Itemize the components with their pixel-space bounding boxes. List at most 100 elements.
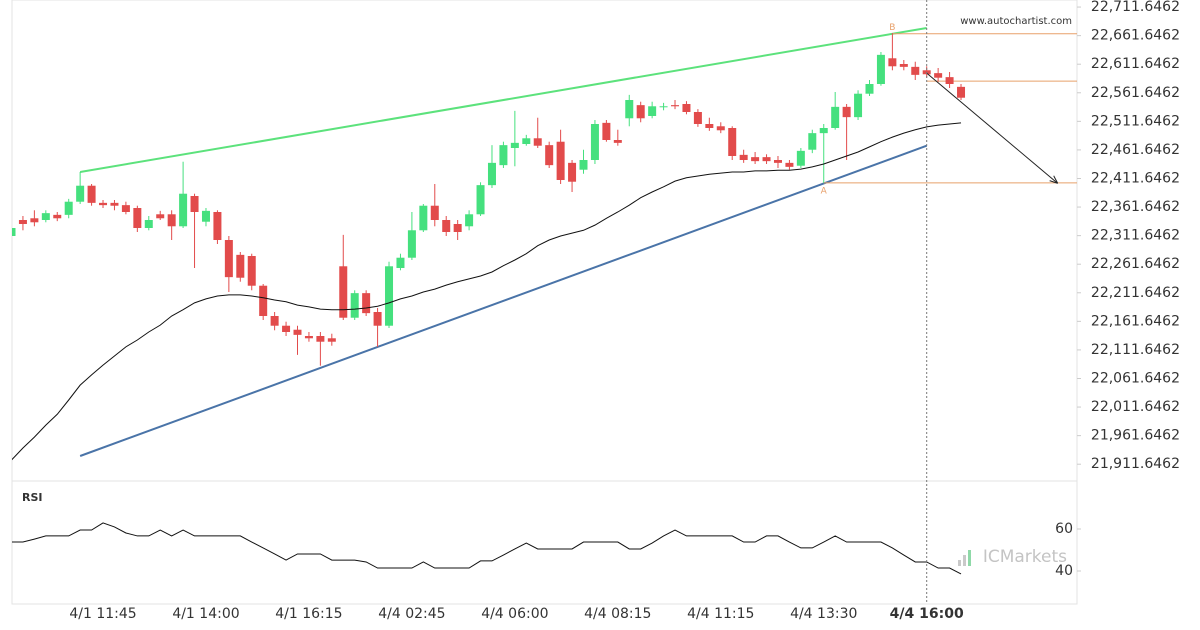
candle-body xyxy=(453,224,462,232)
candle-body xyxy=(510,142,519,148)
y-tick-label: 22,711.6462 xyxy=(1091,0,1180,15)
candle-body xyxy=(693,112,702,124)
candle-body xyxy=(316,336,325,342)
plot-frame xyxy=(11,0,1078,605)
candle-body xyxy=(796,150,805,166)
candle-body xyxy=(842,106,851,118)
y-tick-label: 22,111.6462 xyxy=(1091,342,1180,358)
candle-body xyxy=(224,240,233,278)
y-tick-label: 22,211.6462 xyxy=(1091,285,1180,301)
candle-body xyxy=(144,220,153,228)
y-tick-label: 22,661.6462 xyxy=(1091,28,1180,44)
y-tick-label: 22,411.6462 xyxy=(1091,170,1180,186)
candle-body xyxy=(419,205,428,231)
y-tick-label: 21,961.6462 xyxy=(1091,428,1180,444)
y-tick-label: 22,611.6462 xyxy=(1091,56,1180,72)
x-tick-label: 4/4 11:15 xyxy=(687,606,754,622)
candle-body xyxy=(385,266,394,326)
candle-body xyxy=(201,210,210,222)
candle-body xyxy=(602,122,611,140)
candle-body xyxy=(785,162,794,167)
rsi-line xyxy=(12,522,962,575)
candle-body xyxy=(133,208,142,228)
candle-body xyxy=(362,293,371,314)
candle-body xyxy=(831,106,840,128)
y-tick-label: 21,911.6462 xyxy=(1091,456,1180,472)
candle-body xyxy=(373,312,382,326)
brand-icon xyxy=(958,550,971,566)
candle-body xyxy=(682,104,691,112)
candle-body xyxy=(407,230,416,258)
candle-body xyxy=(579,160,588,170)
candle-body xyxy=(751,157,760,162)
candle-body xyxy=(762,157,771,162)
candle-body xyxy=(911,66,920,75)
y-tick-label: 22,311.6462 xyxy=(1091,228,1180,244)
candle-body xyxy=(259,285,268,316)
x-tick-label: 4/4 02:45 xyxy=(378,606,445,622)
candle-body xyxy=(945,77,954,84)
candle-body xyxy=(499,145,508,166)
candle-body xyxy=(327,338,336,342)
rsi-label: RSI xyxy=(22,491,43,504)
x-tick-label: 4/4 08:15 xyxy=(584,606,651,622)
candle-body xyxy=(865,84,874,94)
candle-body xyxy=(304,336,313,339)
candle-body xyxy=(18,220,27,224)
candle-body xyxy=(270,316,279,326)
support-line xyxy=(79,144,928,457)
candle-body xyxy=(350,293,359,318)
candle-body xyxy=(396,257,405,268)
candle-body xyxy=(339,266,348,318)
candle-body xyxy=(934,73,943,78)
rsi-tick-label: 60 xyxy=(1055,521,1073,537)
candle-body xyxy=(556,141,565,180)
candle-body xyxy=(625,100,634,119)
candle-body xyxy=(728,128,737,156)
candle-body xyxy=(773,160,782,163)
candle-body xyxy=(53,214,62,219)
x-tick-label: 4/1 14:00 xyxy=(172,606,239,622)
candle-body xyxy=(888,58,897,67)
rsi-tick-label: 40 xyxy=(1055,563,1073,579)
x-tick-label: 4/4 06:00 xyxy=(481,606,548,622)
candle-body xyxy=(854,93,863,118)
candle-body xyxy=(442,220,451,232)
candle-body xyxy=(87,185,96,203)
candle-body xyxy=(110,202,119,206)
x-tick-label: 4/4 16:00 xyxy=(890,606,964,622)
candle-body xyxy=(876,54,885,84)
candle-body xyxy=(293,329,302,335)
brand: ICMarkets xyxy=(983,547,1067,567)
candle-body xyxy=(568,162,577,182)
point-label: A xyxy=(821,186,828,196)
candle-body xyxy=(716,126,725,131)
candle-body xyxy=(533,138,542,146)
candle-body xyxy=(739,154,748,160)
candle-body xyxy=(659,106,668,108)
candle-body xyxy=(30,218,39,223)
price-panel: AB xyxy=(12,23,1077,461)
forecast-arrow xyxy=(926,72,1057,183)
y-tick-label: 22,561.6462 xyxy=(1091,85,1180,101)
candle-body xyxy=(522,138,531,144)
candle-body xyxy=(41,213,50,220)
candle-body xyxy=(236,254,245,278)
x-tick-label: 4/1 11:45 xyxy=(69,606,136,622)
candle-body xyxy=(213,212,222,240)
y-tick-label: 22,261.6462 xyxy=(1091,256,1180,272)
candle-body xyxy=(156,214,165,219)
axes: 22,711.6462 22,661.6462 22,611.6462 22,561.… xyxy=(69,0,1180,622)
candle-body xyxy=(705,124,714,128)
candle-body xyxy=(76,185,85,202)
candle-body xyxy=(12,228,16,236)
candle-body xyxy=(487,162,496,186)
candle-body xyxy=(613,140,622,143)
candle-body xyxy=(808,133,817,150)
candle-body xyxy=(957,86,966,98)
candle-body xyxy=(282,325,291,332)
candle-body xyxy=(648,106,657,116)
point-label: B xyxy=(889,23,895,33)
candle-body xyxy=(465,214,474,227)
